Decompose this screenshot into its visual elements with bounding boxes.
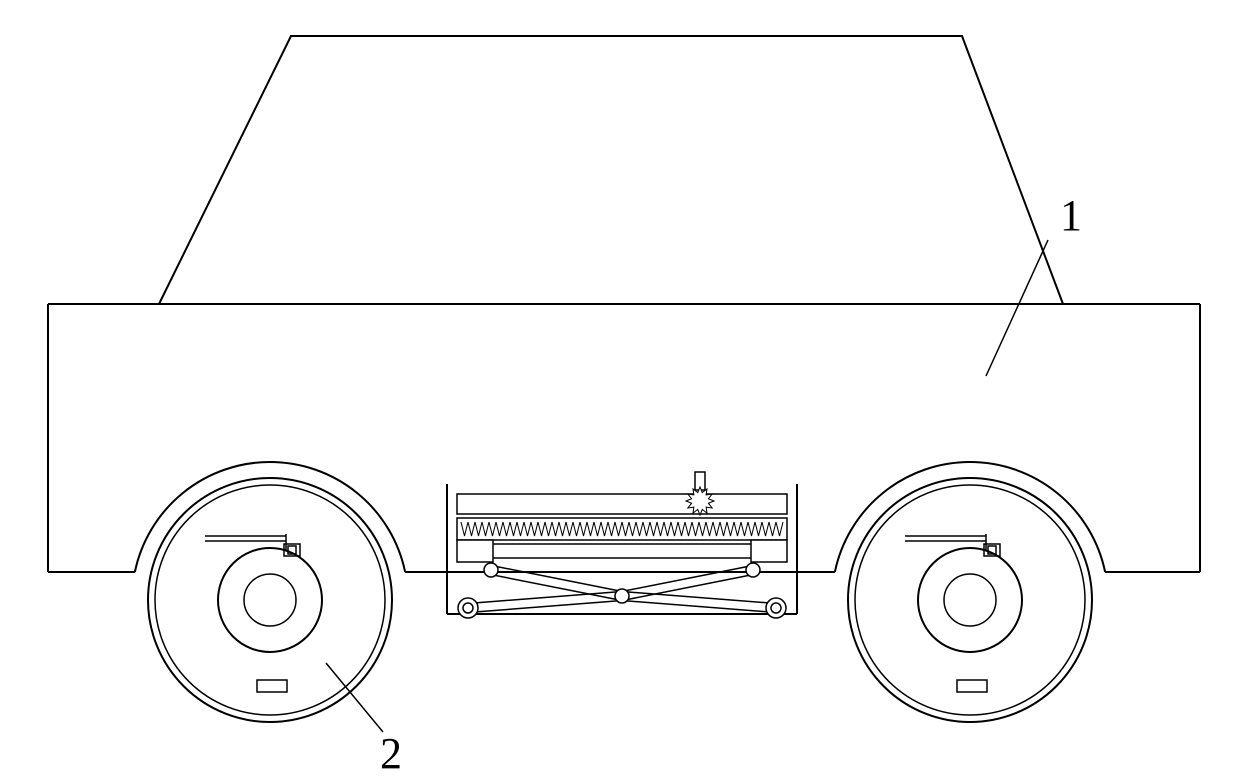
callout-1-label: 1 xyxy=(1060,191,1082,240)
callout-2-label: 2 xyxy=(380,729,402,778)
engineering-diagram: 12 xyxy=(0,0,1240,780)
